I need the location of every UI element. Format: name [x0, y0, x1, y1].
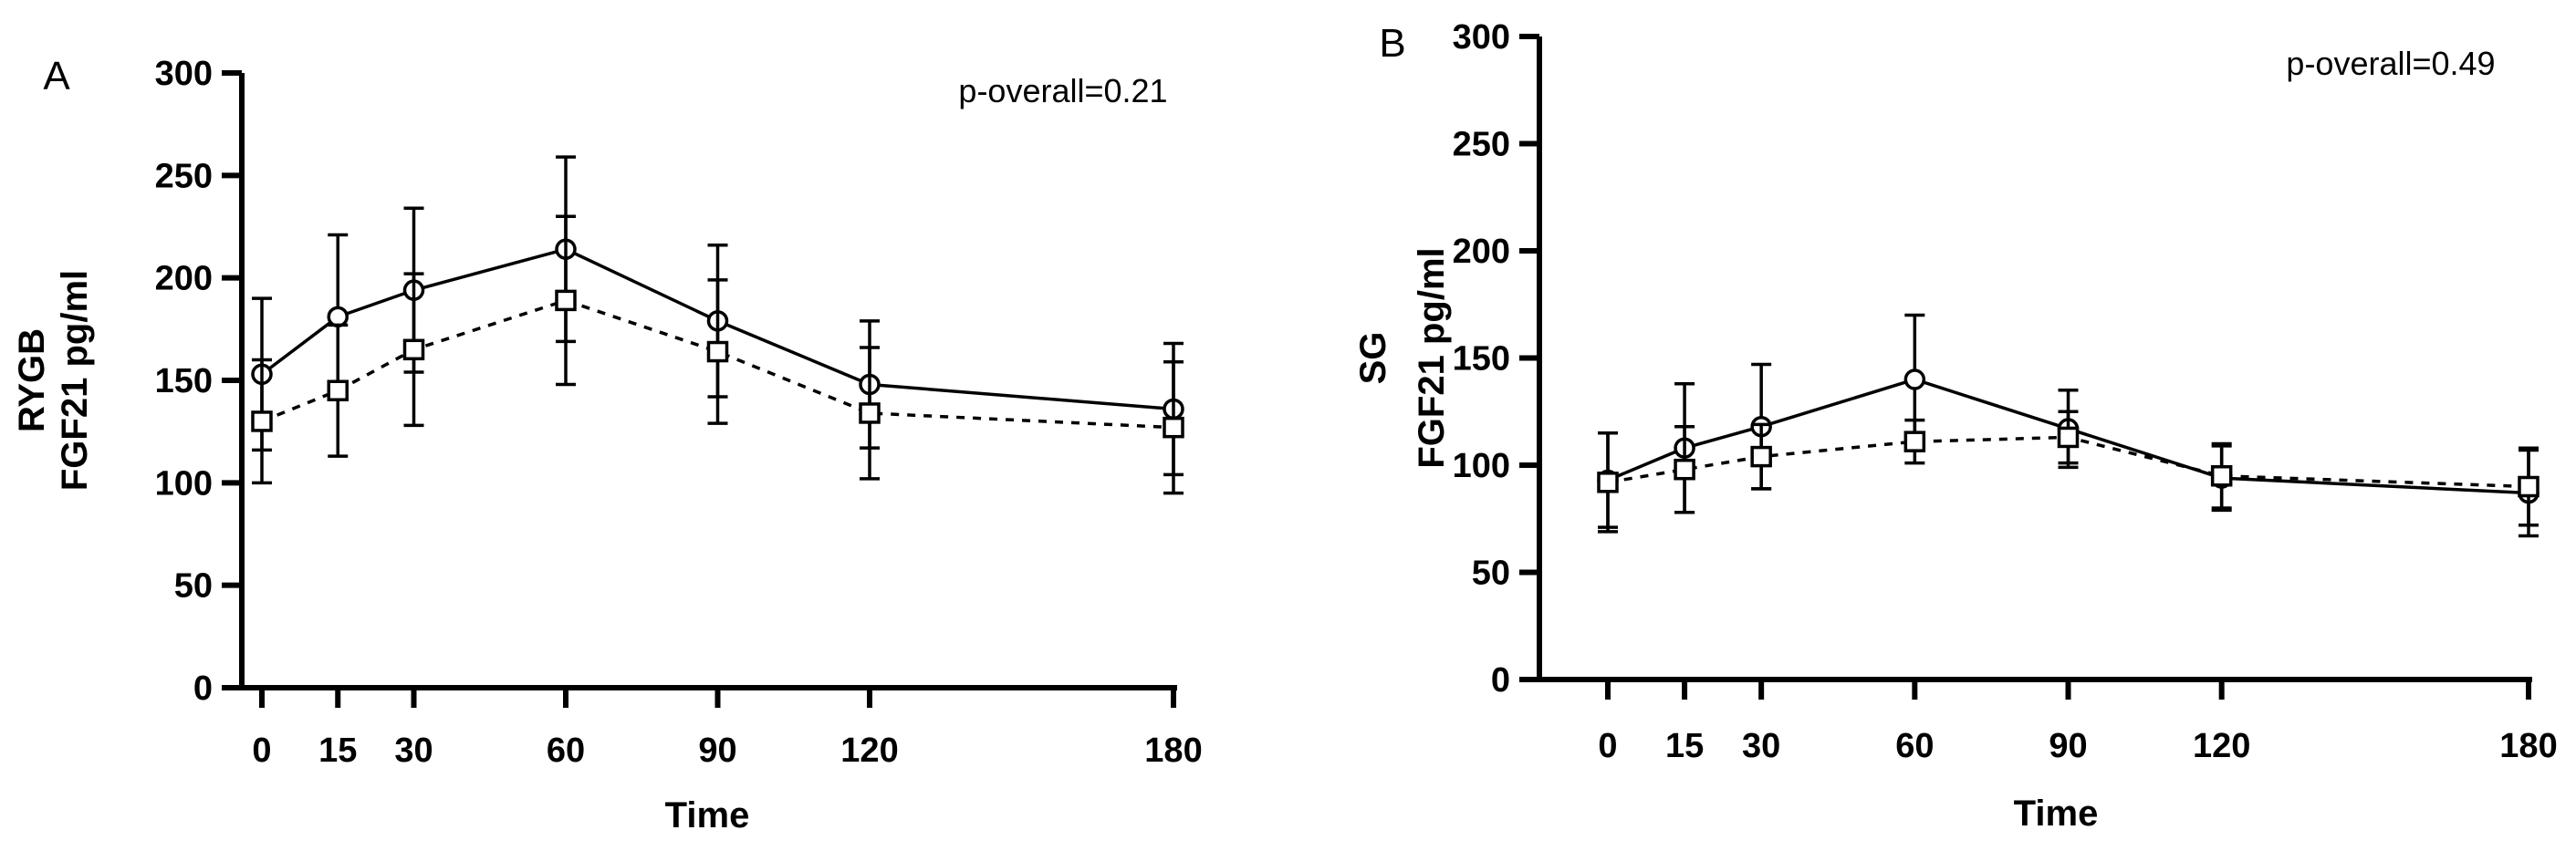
data-point-circle [1903, 368, 1926, 390]
x-tick-label: 15 [1665, 727, 1704, 765]
data-point-square [251, 410, 273, 432]
data-point-square [1597, 472, 1619, 493]
data-point-circle [327, 306, 349, 328]
y-tick-label: 50 [174, 567, 213, 606]
x-tick-label: 60 [1895, 727, 1934, 765]
y-tick-label: 0 [193, 669, 213, 708]
y-tick-label: 0 [1491, 661, 1510, 700]
y-tick-label: 200 [1453, 233, 1510, 271]
x-tick-label: 30 [394, 732, 433, 770]
data-point-square [1903, 431, 1926, 452]
panel-label: A [43, 54, 70, 99]
series-square-dashed [1597, 410, 2539, 534]
x-axis-title: Time [2014, 794, 2099, 834]
x-tick-label: 60 [547, 732, 585, 770]
x-tick-label: 120 [2193, 727, 2250, 765]
y-tick-label: 100 [1453, 447, 1510, 485]
x-tick-label: 0 [252, 732, 271, 770]
data-point-square [706, 340, 729, 363]
y-tick-label: 200 [155, 260, 213, 298]
data-point-square [402, 338, 425, 361]
y-tick-label: 150 [155, 362, 213, 400]
y-tick-label: 300 [155, 55, 213, 93]
y-axis-title-units: FGF21 pg/ml [55, 270, 95, 491]
x-tick-label: 15 [318, 732, 357, 770]
data-point-square [859, 402, 881, 424]
y-tick-label: 250 [1453, 126, 1510, 164]
series-square-dashed [251, 214, 1184, 495]
y-tick-label: 250 [155, 157, 213, 195]
data-point-square [1674, 458, 1695, 481]
data-point-square [327, 379, 349, 401]
data-point-square [2518, 475, 2539, 498]
x-tick-label: 30 [1742, 727, 1780, 765]
x-tick-label: 0 [1598, 727, 1617, 765]
x-tick-label: 90 [698, 732, 736, 770]
x-axis-title: Time [665, 795, 750, 835]
x-tick-label: 180 [1144, 732, 1202, 770]
y-tick-label: 300 [1453, 18, 1510, 57]
data-point-square [2210, 465, 2233, 487]
data-point-square [1163, 416, 1184, 439]
x-tick-label: 180 [2499, 727, 2557, 765]
y-tick-label: 50 [1472, 555, 1510, 593]
x-tick-label: 90 [2049, 727, 2087, 765]
p-overall-annotation: p-overall=0.49 [2286, 45, 2495, 82]
x-tick-label: 120 [840, 732, 898, 770]
data-point-square [1750, 445, 1772, 468]
data-point-square [555, 289, 577, 312]
y-axis-title-group: SG [1353, 332, 1393, 385]
p-overall-annotation: p-overall=0.21 [958, 72, 1167, 109]
y-axis-title-group: RYGB [12, 328, 52, 432]
panel-label: B [1379, 21, 1405, 66]
y-tick-label: 150 [1453, 340, 1510, 379]
y-axis-title-units: FGF21 pg/ml [1412, 247, 1452, 468]
y-tick-label: 100 [155, 464, 213, 503]
data-point-square [2057, 426, 2080, 449]
